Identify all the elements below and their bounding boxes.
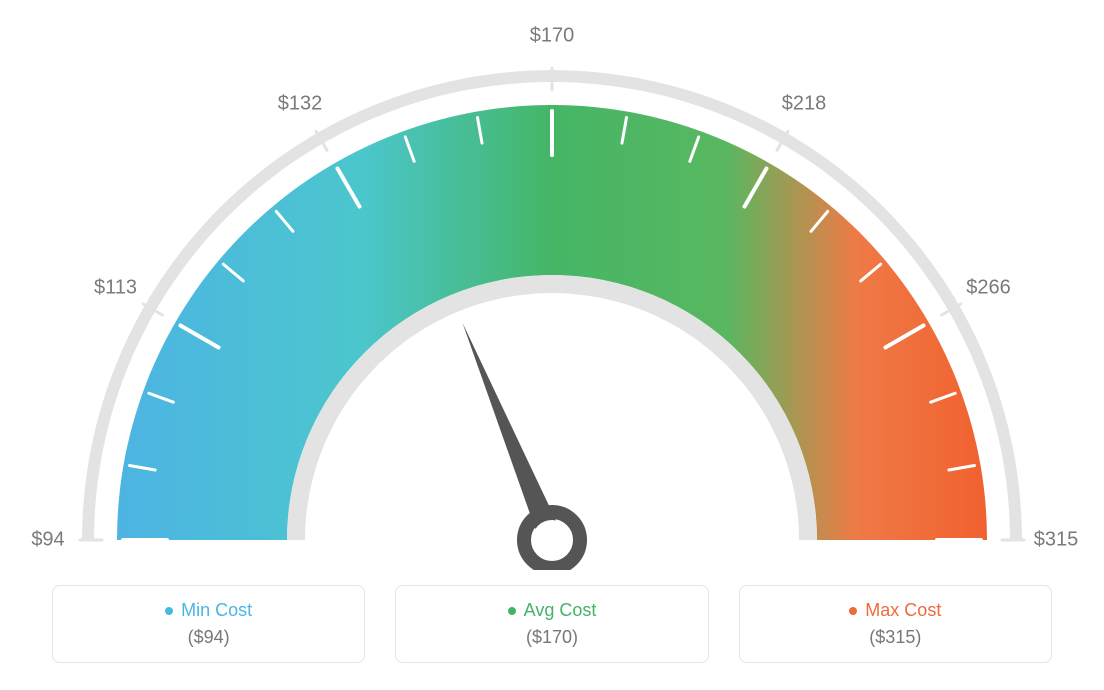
legend-max-label: Max Cost: [865, 600, 941, 621]
gauge-tick-label: $113: [94, 277, 137, 300]
legend-min-label: Min Cost: [181, 600, 252, 621]
max-dot: [849, 607, 857, 615]
legend-max-card: Max Cost ($315): [739, 585, 1052, 663]
legend-min-card: Min Cost ($94): [52, 585, 365, 663]
legend-avg-card: Avg Cost ($170): [395, 585, 708, 663]
gauge-tick-label: $218: [782, 92, 827, 115]
gauge-tick-label: $94: [31, 529, 64, 552]
gauge-tick-label: $266: [966, 277, 1011, 300]
legend-avg-label: Avg Cost: [524, 600, 597, 621]
min-dot: [165, 607, 173, 615]
cost-gauge: $94$113$132$170$218$266$315: [52, 10, 1052, 570]
legend-avg-value: ($170): [406, 627, 697, 648]
legend-row: Min Cost ($94) Avg Cost ($170) Max Cost …: [52, 585, 1052, 663]
gauge-tick-label: $170: [530, 25, 575, 48]
legend-min-value: ($94): [63, 627, 354, 648]
gauge-tick-label: $132: [278, 92, 323, 115]
avg-dot: [508, 607, 516, 615]
gauge-tick-label: $315: [1034, 529, 1079, 552]
legend-max-value: ($315): [750, 627, 1041, 648]
